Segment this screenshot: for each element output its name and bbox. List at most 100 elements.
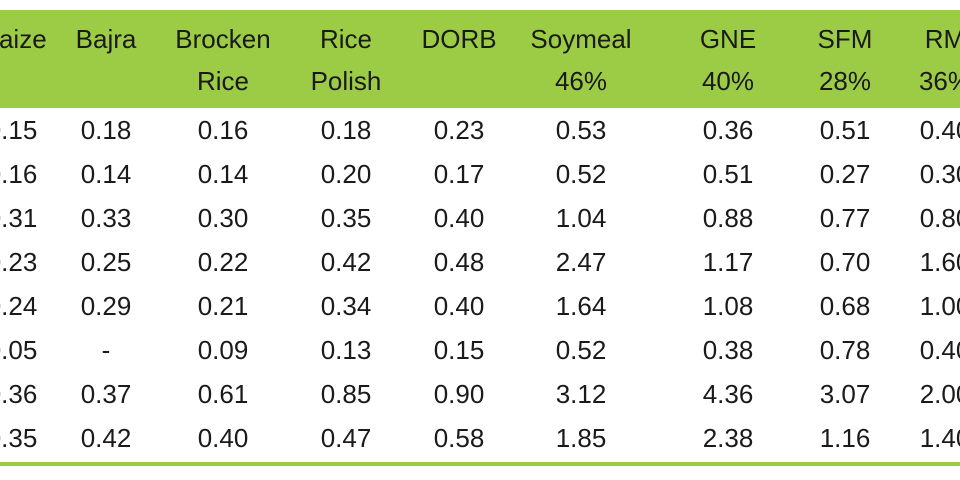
header-line: GNE bbox=[699, 24, 757, 54]
cell-bajra: 0.14 bbox=[80, 159, 132, 189]
header-line: Brocken bbox=[175, 24, 271, 54]
cell-bajra: 0.29 bbox=[80, 291, 132, 321]
cell-soymeal: 0.52 bbox=[555, 335, 607, 365]
header-line: Bajra bbox=[75, 24, 137, 54]
header-cell-gne: GNE 40% bbox=[668, 10, 788, 108]
table-header: Maize Bajra Brocken Rice Rice Polish DORB Soyme… bbox=[0, 10, 960, 108]
cell-rm: 0.40 bbox=[919, 115, 960, 145]
header-cell-soymeal: Soymeal 46% bbox=[521, 10, 641, 108]
cell-rm: 1.40 bbox=[919, 423, 960, 453]
table-row: 0.24 0.29 0.21 0.34 0.40 1.64 1.08 0.68 1.00 bbox=[0, 284, 960, 328]
header-cell-rm: RM 36% bbox=[885, 10, 960, 108]
cell-bajra: 0.18 bbox=[80, 115, 132, 145]
cell-gne: 0.88 bbox=[702, 203, 754, 233]
header-cell-bajra: Bajra bbox=[46, 10, 166, 108]
header-cell-sfm: SFM 28% bbox=[785, 10, 905, 108]
cell-rm: 2.00 bbox=[919, 379, 960, 409]
table-row: 0.36 0.37 0.61 0.85 0.90 3.12 4.36 3.07 2.00 bbox=[0, 372, 960, 416]
table-row: 0.35 0.42 0.40 0.47 0.58 1.85 2.38 1.16 1.40 bbox=[0, 416, 960, 460]
table-row: 0.16 0.14 0.14 0.20 0.17 0.52 0.51 0.27 0.30 bbox=[0, 152, 960, 196]
cell-brocken_rice: 0.30 bbox=[197, 203, 249, 233]
cell-rm: 1.00 bbox=[919, 291, 960, 321]
cell-sfm: 0.27 bbox=[819, 159, 871, 189]
cell-rice_polish: 0.42 bbox=[320, 247, 372, 277]
bottom-rule bbox=[0, 462, 960, 466]
cell-maize: 0.36 bbox=[0, 379, 38, 409]
table-row: 0.05 - 0.09 0.13 0.15 0.52 0.38 0.78 0.40 bbox=[0, 328, 960, 372]
cell-bajra: 0.42 bbox=[80, 423, 132, 453]
cell-sfm: 0.51 bbox=[819, 115, 871, 145]
cell-dorb: 0.40 bbox=[433, 291, 485, 321]
header-cell-maize: Maize bbox=[0, 10, 72, 108]
cell-rice_polish: 0.20 bbox=[320, 159, 372, 189]
cell-dorb: 0.23 bbox=[433, 115, 485, 145]
cell-gne: 2.38 bbox=[702, 423, 754, 453]
table-row: 0.31 0.33 0.30 0.35 0.40 1.04 0.88 0.77 0.80 bbox=[0, 196, 960, 240]
cell-soymeal: 1.85 bbox=[555, 423, 607, 453]
header-line: Rice bbox=[196, 66, 249, 96]
cell-sfm: 0.70 bbox=[819, 247, 871, 277]
cell-soymeal: 0.53 bbox=[555, 115, 607, 145]
cell-brocken_rice: 0.40 bbox=[197, 423, 249, 453]
header-cell-rice_polish: Rice Polish bbox=[286, 10, 406, 108]
cell-rice_polish: 0.18 bbox=[320, 115, 372, 145]
cell-maize: 0.31 bbox=[0, 203, 38, 233]
cell-dorb: 0.90 bbox=[433, 379, 485, 409]
cell-rice_polish: 0.85 bbox=[320, 379, 372, 409]
cell-soymeal: 0.52 bbox=[555, 159, 607, 189]
cell-soymeal: 2.47 bbox=[555, 247, 607, 277]
table-row: 0.23 0.25 0.22 0.42 0.48 2.47 1.17 0.70 1.60 bbox=[0, 240, 960, 284]
cell-dorb: 0.17 bbox=[433, 159, 485, 189]
cell-dorb: 0.48 bbox=[433, 247, 485, 277]
header-line: Maize bbox=[0, 24, 47, 54]
cell-sfm: 1.16 bbox=[819, 423, 871, 453]
header-line: 36% bbox=[918, 66, 960, 96]
cell-rice_polish: 0.47 bbox=[320, 423, 372, 453]
cell-sfm: 0.77 bbox=[819, 203, 871, 233]
cell-rm: 1.60 bbox=[919, 247, 960, 277]
cell-maize: 0.24 bbox=[0, 291, 38, 321]
cell-rm: 0.80 bbox=[919, 203, 960, 233]
cell-soymeal: 1.64 bbox=[555, 291, 607, 321]
cell-maize: 0.15 bbox=[0, 115, 38, 145]
cell-maize: 0.05 bbox=[0, 335, 38, 365]
cell-gne: 0.51 bbox=[702, 159, 754, 189]
header-line: 28% bbox=[818, 66, 872, 96]
cell-soymeal: 3.12 bbox=[555, 379, 607, 409]
cell-brocken_rice: 0.14 bbox=[197, 159, 249, 189]
cell-bajra: 0.37 bbox=[80, 379, 132, 409]
cell-gne: 1.17 bbox=[702, 247, 754, 277]
cell-sfm: 3.07 bbox=[819, 379, 871, 409]
cell-gne: 4.36 bbox=[702, 379, 754, 409]
cell-bajra: - bbox=[101, 335, 111, 365]
header-cell-dorb: DORB bbox=[399, 10, 519, 108]
table-row: 0.15 0.18 0.16 0.18 0.23 0.53 0.36 0.51 0.40 bbox=[0, 108, 960, 152]
cell-rice_polish: 0.35 bbox=[320, 203, 372, 233]
cell-brocken_rice: 0.21 bbox=[197, 291, 249, 321]
cell-dorb: 0.58 bbox=[433, 423, 485, 453]
cell-sfm: 0.68 bbox=[819, 291, 871, 321]
cell-dorb: 0.15 bbox=[433, 335, 485, 365]
header-cell-brocken_rice: Brocken Rice bbox=[163, 10, 283, 108]
cell-soymeal: 1.04 bbox=[555, 203, 607, 233]
cell-rice_polish: 0.13 bbox=[320, 335, 372, 365]
header-line: RM bbox=[924, 24, 960, 54]
cell-brocken_rice: 0.16 bbox=[197, 115, 249, 145]
header-line: Soymeal bbox=[530, 24, 632, 54]
cell-gne: 1.08 bbox=[702, 291, 754, 321]
cell-maize: 0.16 bbox=[0, 159, 38, 189]
cell-dorb: 0.40 bbox=[433, 203, 485, 233]
header-line: SFM bbox=[817, 24, 873, 54]
cell-maize: 0.23 bbox=[0, 247, 38, 277]
header-line: 46% bbox=[554, 66, 608, 96]
cell-rm: 0.40 bbox=[919, 335, 960, 365]
header-line: 40% bbox=[701, 66, 755, 96]
header-line: DORB bbox=[421, 24, 497, 54]
cell-bajra: 0.33 bbox=[80, 203, 132, 233]
cell-rm: 0.30 bbox=[919, 159, 960, 189]
cell-brocken_rice: 0.09 bbox=[197, 335, 249, 365]
cell-maize: 0.35 bbox=[0, 423, 38, 453]
cell-sfm: 0.78 bbox=[819, 335, 871, 365]
header-line: Polish bbox=[310, 66, 382, 96]
